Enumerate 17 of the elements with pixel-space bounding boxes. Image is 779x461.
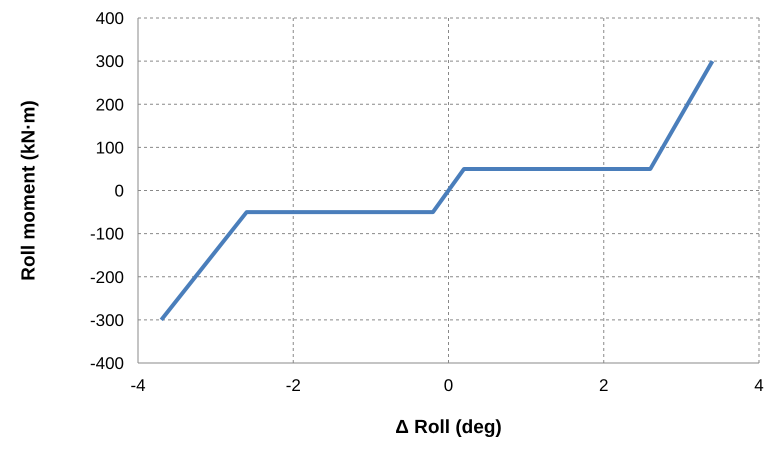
y-axis-title: Roll moment (kN·m): [18, 100, 40, 281]
y-tick-label: -200: [90, 268, 124, 287]
line-series: [159, 59, 714, 322]
y-tick-label: 200: [96, 95, 124, 114]
y-tick-label: 300: [96, 52, 124, 72]
x-axis-title: Δ Roll (deg): [395, 417, 502, 438]
y-tick-label: -300: [90, 310, 124, 330]
y-tick-label: 400: [96, 9, 124, 28]
x-tick-label: -4: [130, 376, 146, 396]
y-tick-label: 0: [114, 182, 124, 201]
x-tick-label: 4: [754, 376, 764, 396]
y-tick-label: -400: [90, 354, 124, 374]
x-tick-label: 2: [599, 376, 608, 396]
x-tick-label: 0: [444, 376, 454, 396]
y-tick-label: -100: [90, 224, 124, 244]
y-tick-label: 100: [96, 138, 124, 158]
x-tick-label: -2: [286, 376, 301, 396]
